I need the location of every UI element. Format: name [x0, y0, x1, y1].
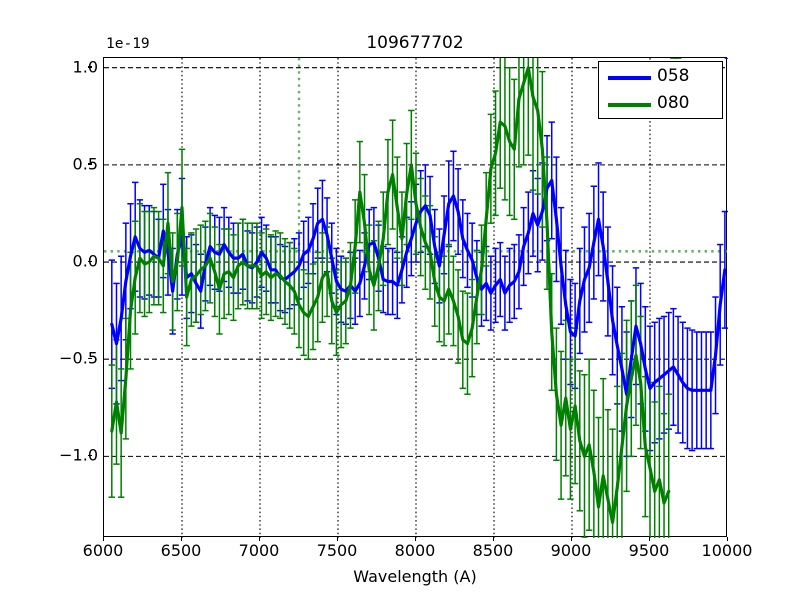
series-line-080	[110, 66, 671, 525]
y-tick-mark	[88, 454, 92, 457]
x-tick-mark	[726, 537, 728, 541]
y-tick-mark	[88, 163, 92, 165]
legend-label: 058	[657, 66, 690, 86]
x-tick-mark	[336, 537, 338, 541]
y-tick-label: 1.0	[72, 57, 98, 77]
error-bars-080	[108, 58, 682, 538]
y-tick-mark	[88, 260, 92, 262]
x-tick-label-group: 6000 6500 7000 7500 8000 8500 9000 9500 10000	[83, 541, 753, 571]
x-tick-label: 9000	[550, 541, 592, 560]
x-tick-label: 9500	[628, 541, 670, 560]
x-tick-mark	[414, 537, 416, 541]
x-tick-mark	[102, 537, 104, 541]
x-tick-label: 10000	[701, 541, 753, 560]
x-tick-label: 7000	[238, 541, 280, 560]
chart-title: 109677702	[366, 33, 464, 53]
gridlines	[104, 58, 728, 538]
legend-entry-058: 058	[599, 63, 724, 92]
y-tick-label: −1.0	[59, 445, 98, 465]
series-lines	[110, 66, 727, 525]
x-tick-label: 6000	[82, 541, 124, 560]
x-tick-label: 8500	[472, 541, 514, 560]
x-tick-mark	[570, 537, 572, 541]
y-tick-label: 0.5	[72, 154, 98, 174]
y-tick-mark	[88, 66, 92, 68]
plot-area	[103, 57, 728, 538]
error-bars	[108, 58, 728, 538]
y-tick-label: −0.5	[59, 348, 98, 368]
legend-swatch-058	[608, 76, 651, 80]
x-tick-mark	[492, 537, 494, 541]
y-axis-offset-text: 1e-19	[106, 36, 150, 52]
x-tick-label: 7500	[316, 541, 358, 560]
y-tick-mark	[88, 357, 92, 359]
x-axis-label: Wavelength (A)	[353, 567, 477, 586]
spectrum-plot	[104, 58, 728, 538]
x-tick-mark	[180, 537, 182, 541]
x-tick-mark	[648, 537, 650, 541]
x-tick-label: 6500	[160, 541, 202, 560]
legend-entry-080: 080	[599, 90, 724, 119]
x-tick-mark	[258, 537, 260, 541]
y-tick-label: 0.0	[72, 251, 98, 271]
legend-swatch-080	[608, 103, 651, 107]
legend: 058 080	[598, 61, 723, 119]
x-tick-label: 8000	[394, 541, 436, 560]
legend-label: 080	[657, 93, 690, 113]
y-tick-label-group: −1.0 −0.5 0.0 0.5 1.0	[6, 57, 98, 537]
